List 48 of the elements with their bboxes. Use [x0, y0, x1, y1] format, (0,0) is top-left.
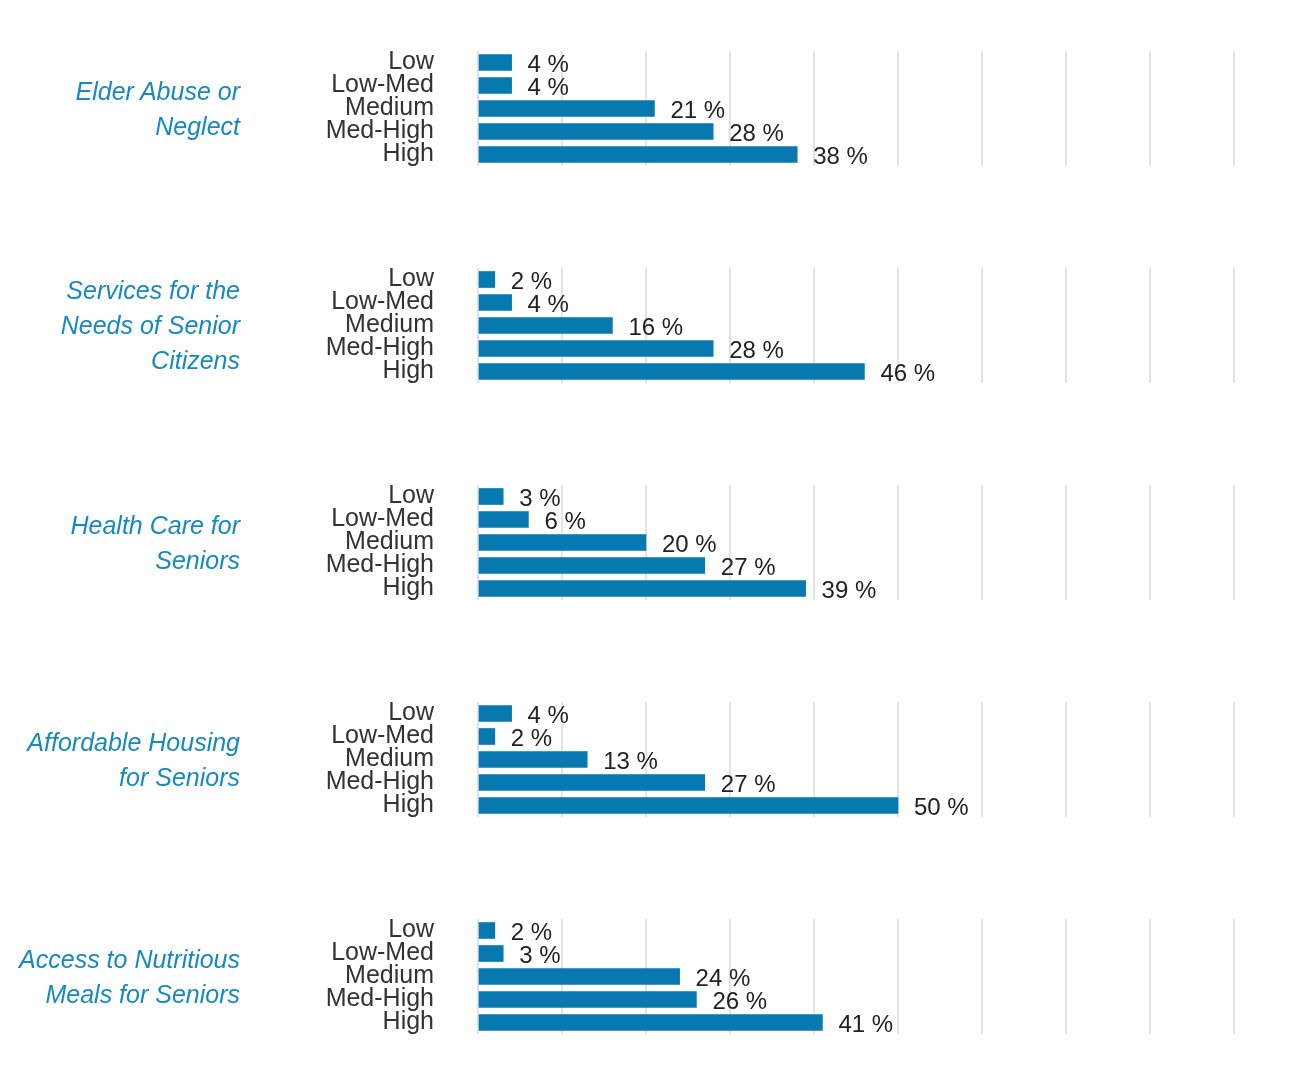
data-label: 41 %: [838, 1010, 894, 1038]
data-label: 20 %: [662, 530, 717, 558]
y-tick-label: Med-High: [325, 115, 434, 144]
bar: [478, 54, 512, 71]
bar: [478, 271, 496, 288]
text: Services for the Needs of Senior Citizens: [59, 275, 242, 376]
data-label: 27 %: [720, 770, 776, 798]
data-label: 38 %: [813, 142, 868, 170]
y-tick-label: Med-High: [325, 766, 434, 795]
data-label: 16 %: [628, 313, 684, 341]
bar: [478, 100, 655, 117]
data-label: 39 %: [821, 576, 877, 604]
bar: [478, 728, 496, 745]
data-label: 27 %: [720, 553, 776, 581]
text: Affordable Housing for Seniors: [25, 726, 241, 793]
y-tick-label: Med-High: [325, 332, 434, 361]
bar: [478, 146, 798, 163]
text: Access to Nutritious Meals for Seniors: [17, 943, 241, 1010]
y-tick-label: Med-High: [325, 983, 434, 1012]
data-label: 50 %: [914, 793, 969, 821]
data-label: 13 %: [603, 747, 658, 775]
bar: [478, 922, 496, 939]
bar: [478, 363, 865, 380]
bar: [478, 123, 714, 140]
data-label: 21 %: [670, 96, 726, 124]
bar: [478, 751, 588, 768]
bar: [478, 557, 706, 574]
bar: [478, 511, 529, 528]
data-label: 28 %: [729, 119, 784, 147]
bar: [478, 968, 680, 985]
text: Health Care for Seniors: [69, 509, 242, 576]
bar: [478, 580, 806, 597]
bar: [478, 945, 504, 962]
data-label: 28 %: [729, 336, 784, 364]
bar: [478, 77, 512, 94]
bar: [478, 705, 512, 722]
y-tick-label: Med-High: [325, 549, 434, 578]
bar: [478, 534, 647, 551]
bar: [478, 488, 504, 505]
bar: [478, 317, 613, 334]
data-label: 46 %: [880, 359, 936, 387]
bar: [478, 991, 697, 1008]
text: Elder Abuse or Neglect: [74, 75, 242, 142]
bar: [478, 294, 512, 311]
bar: [478, 1014, 823, 1031]
bar: [478, 797, 899, 814]
bar: [478, 340, 714, 357]
bar: [478, 774, 706, 791]
